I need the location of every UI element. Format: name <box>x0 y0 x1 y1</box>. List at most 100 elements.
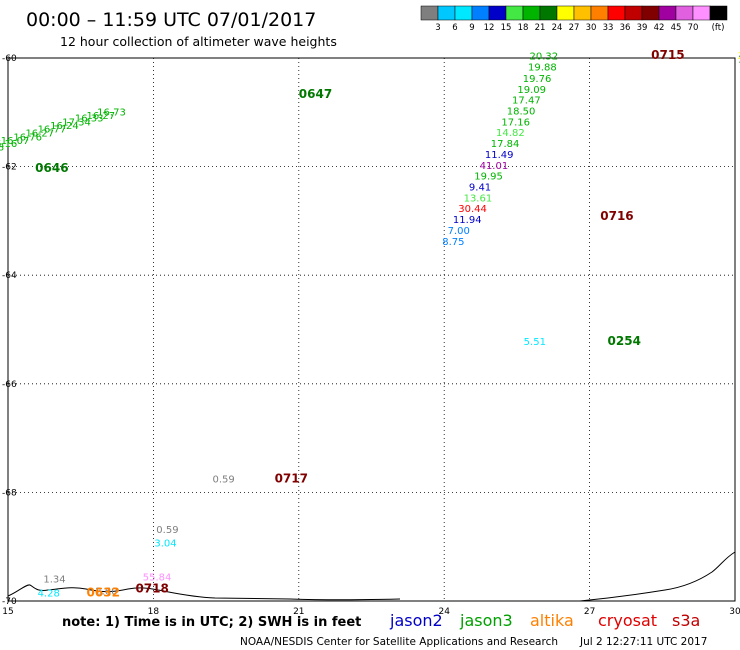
legend-swatch <box>454 5 473 21</box>
grid-lines <box>8 58 735 601</box>
satellite-name: jason2 <box>389 611 443 630</box>
legend-tick-label: 42 <box>654 23 665 33</box>
coastline-antarctica-west <box>7 584 401 601</box>
x-tick-labels: 15 18 21 24 27 30 <box>2 607 740 617</box>
wave-height-label: 1.34 <box>43 575 65 586</box>
legend-swatch <box>539 5 558 21</box>
legend-swatch <box>658 5 677 21</box>
wave-height-label: 19.76 <box>523 74 552 85</box>
wave-height-label: 16.07 <box>1 136 30 147</box>
wave-height-label: 55.84 <box>143 572 172 583</box>
legend-tick-label: 70 <box>688 23 699 33</box>
legend-swatch <box>624 5 643 21</box>
pass-time-label: 0647 <box>299 87 332 101</box>
wave-height-label: 16.24 <box>50 121 79 132</box>
legend-tick-label: 15 <box>501 23 512 33</box>
satellite-name: cryosat <box>598 611 657 630</box>
legend-swatch <box>641 5 660 21</box>
legend-swatch <box>573 5 592 21</box>
pass-time-label: 0646 <box>35 161 68 175</box>
x-tick-label: 18 <box>148 607 160 617</box>
y-tick-label: -64 <box>2 271 17 281</box>
legend-tick-label: 27 <box>569 23 580 33</box>
wave-height-label: 11.94 <box>453 215 482 226</box>
x-tick-label: 27 <box>584 607 595 617</box>
satellite-name: s3a <box>672 611 700 630</box>
wave-height-label: 30.44 <box>458 204 487 215</box>
y-tick-labels: -60 -62 -64 -66 -68 -70 <box>2 54 17 607</box>
wave-height-label: 21.11 <box>738 51 740 62</box>
wave-height-label: 19.88 <box>528 62 557 73</box>
footer-credit: NOAA/NESDIS Center for Satellite Applica… <box>240 636 558 648</box>
legend-tick-label: 39 <box>637 23 648 33</box>
wave-height-label: 15.68 <box>0 142 4 153</box>
legend-tick-label: 3 <box>435 23 440 33</box>
legend-tick-label: 12 <box>484 23 495 33</box>
pass-time-label: 0718 <box>135 581 168 595</box>
chart-subtitle: 12 hour collection of altimeter wave hei… <box>60 34 337 49</box>
legend-swatch <box>437 5 456 21</box>
height-color-legend: 3 6 9 12 15 18 21 24 27 30 33 36 39 42 45 70 (ft) <box>420 5 728 33</box>
wave-height-label: 9.41 <box>469 182 491 193</box>
legend-swatch <box>488 5 507 21</box>
legend-swatch <box>607 5 626 21</box>
legend-swatch <box>556 5 575 21</box>
plot-frame <box>7 57 736 602</box>
wave-height-label: 7.00 <box>448 226 470 237</box>
satellite-legend: jason2 jason3 altika cryosat s3a <box>389 611 700 630</box>
y-tick-label: -62 <box>2 163 17 173</box>
wave-height-label: 16.27 <box>87 111 116 122</box>
legend-swatch <box>590 5 609 21</box>
wave-height-label: 16.16 <box>0 139 17 150</box>
coastline <box>7 551 736 602</box>
wave-height-label: 16.27 <box>25 129 54 140</box>
legend-tick-label: 18 <box>518 23 529 33</box>
satellite-name: jason3 <box>459 611 513 630</box>
wave-height-label: 14.82 <box>496 128 525 139</box>
legend-tick-label: 30 <box>586 23 597 33</box>
pass-time-label: 0254 <box>608 334 641 348</box>
y-tick-label: -68 <box>2 488 17 498</box>
legend-swatch <box>709 5 728 21</box>
legend-swatch <box>420 5 439 21</box>
y-tick-label: -70 <box>2 597 17 607</box>
chart-title: 00:00 – 11:59 UTC 07/01/2017 <box>26 9 316 31</box>
legend-tick-label: 21 <box>535 23 546 33</box>
wave-height-label: 18.50 <box>507 106 536 117</box>
coastline-antarctica-east <box>579 551 736 602</box>
wave-height-label: 0.59 <box>156 525 178 536</box>
wave-height-label: 2.60 <box>95 586 117 597</box>
wave-height-label: 19.09 <box>517 85 546 96</box>
plot-area: 15 18 21 24 27 30 -60-62-64-66-68-70 16.7316.… <box>0 48 740 617</box>
legend-tick-label: (ft) <box>712 23 725 33</box>
wave-height-label: 17.16 <box>501 117 530 128</box>
wave-height-label: 17.47 <box>512 96 541 107</box>
pass-time-label: 0717 <box>275 472 308 486</box>
x-tick-label: 30 <box>729 607 740 617</box>
pass-time-label: 0716 <box>600 209 633 223</box>
wave-height-label: 16.73 <box>97 108 126 119</box>
wave-height-label: 19.95 <box>474 172 503 183</box>
wave-height-label: 8.75 <box>442 237 464 248</box>
x-tick-label: 24 <box>438 607 450 617</box>
pass-time-labels: 0647 0646 0715 0716 0254 0717 0718 0632 <box>35 48 684 600</box>
wave-height-label: 20.32 <box>530 52 559 63</box>
wave-height-label: 11.49 <box>485 150 514 161</box>
x-tick-label: 15 <box>2 607 13 617</box>
legend-swatch <box>692 5 711 21</box>
wave-height-labels: 16.7316.2716.3317.3416.2416.7716.2716.76… <box>0 51 740 600</box>
legend-swatch <box>522 5 541 21</box>
legend-swatch <box>471 5 490 21</box>
wave-height-label: 0.59 <box>213 475 235 486</box>
legend-tick-label: 24 <box>552 23 563 33</box>
legend-swatch <box>675 5 694 21</box>
wave-height-label: 4.28 <box>38 589 60 600</box>
footer-note: note: 1) Time is in UTC; 2) SWH is in fe… <box>62 615 361 630</box>
x-tick-label: 21 <box>293 607 304 617</box>
legend-tick-label: 45 <box>671 23 682 33</box>
legend-tick-label: 6 <box>452 23 457 33</box>
wave-height-label: 5.51 <box>524 337 546 348</box>
y-tick-label: -60 <box>2 54 17 64</box>
legend-swatch <box>505 5 524 21</box>
